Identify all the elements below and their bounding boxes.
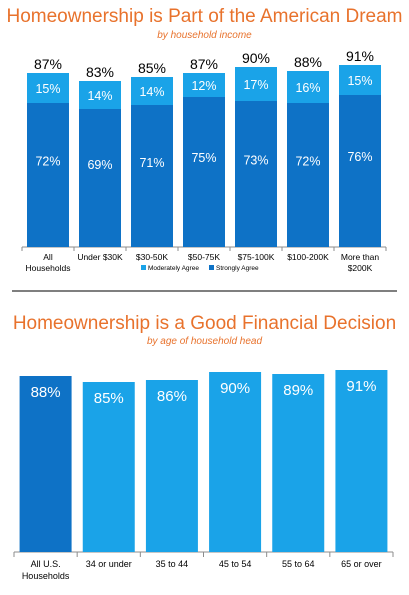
data-label-strongly-agree: 71% (139, 156, 164, 170)
x-tick-label: $50-75K (188, 252, 220, 262)
bar-strongly-agree (27, 103, 69, 247)
bar (335, 370, 388, 552)
chart1-subtitle: by household income (157, 30, 252, 41)
data-label-total: 87% (190, 56, 218, 72)
bar (209, 372, 262, 552)
bar (272, 374, 325, 552)
x-tick-label: All (43, 252, 53, 262)
chart2-subtitle: by age of household head (146, 336, 263, 347)
data-label-moderately-agree: 12% (191, 79, 216, 93)
x-tick-label: 34 or under (86, 559, 132, 569)
x-tick-label: $200K (348, 263, 373, 273)
bar-moderately-agree (235, 67, 277, 101)
bar-moderately-agree (287, 71, 329, 103)
data-label-total: 87% (34, 56, 62, 72)
x-tick-label: $75-100K (238, 252, 275, 262)
data-label-moderately-agree: 14% (139, 85, 164, 99)
bar-strongly-agree (79, 109, 121, 247)
data-label-moderately-agree: 16% (295, 81, 320, 95)
section-divider (12, 290, 397, 292)
data-label-moderately-agree: 15% (347, 74, 372, 88)
legend-label: Strongly Agree (216, 265, 259, 272)
x-tick-label: 45 to 54 (219, 559, 252, 569)
bar (145, 380, 198, 552)
x-tick-label: All U.S. (31, 559, 61, 569)
x-tick-label: $30-50K (136, 252, 168, 262)
data-label: 85% (94, 390, 124, 407)
bar (19, 376, 72, 552)
chart2-title: Homeownership is a Good Financial Decisi… (12, 313, 397, 334)
x-tick-label: Households (22, 571, 70, 581)
bar-moderately-agree (79, 81, 121, 109)
legend-swatch (209, 265, 214, 270)
bar-strongly-agree (183, 97, 225, 247)
data-label-total: 88% (294, 54, 322, 70)
bar-moderately-agree (339, 65, 381, 95)
data-label-strongly-agree: 73% (243, 153, 268, 167)
bar-strongly-agree (131, 105, 173, 247)
data-label-total: 90% (242, 50, 270, 66)
data-label-moderately-agree: 15% (35, 82, 60, 96)
x-tick-label: Households (26, 263, 71, 273)
data-label: 91% (346, 378, 376, 395)
bar-strongly-agree (287, 103, 329, 247)
data-label-total: 83% (86, 64, 114, 80)
data-label-strongly-agree: 72% (35, 155, 60, 169)
legend-swatch (141, 265, 146, 270)
x-tick-label: More than (341, 252, 380, 262)
x-tick-label: $100-200K (287, 252, 329, 262)
chart1-title: Homeownership is Part of the American Dr… (6, 6, 403, 27)
data-label-moderately-agree: 14% (87, 89, 112, 103)
data-label-strongly-agree: 72% (295, 155, 320, 169)
bar-strongly-agree (339, 95, 381, 247)
data-label: 88% (31, 384, 61, 401)
data-label-moderately-agree: 17% (243, 78, 268, 92)
data-label: 89% (283, 382, 313, 399)
bar-moderately-agree (131, 77, 173, 105)
bar-moderately-agree (27, 73, 69, 103)
data-label-strongly-agree: 76% (347, 150, 372, 164)
x-tick-label: 65 or over (341, 559, 382, 569)
data-label-strongly-agree: 75% (191, 151, 216, 165)
bar-moderately-agree (183, 73, 225, 97)
bar-strongly-agree (235, 101, 277, 247)
legend-label: Moderately Agree (148, 265, 199, 272)
data-label: 86% (157, 388, 187, 405)
data-label-total: 91% (346, 48, 374, 64)
data-label: 90% (220, 380, 250, 397)
x-tick-label: 55 to 64 (282, 559, 315, 569)
data-label-strongly-agree: 69% (87, 158, 112, 172)
bar (82, 382, 135, 552)
x-tick-label: 35 to 44 (156, 559, 189, 569)
data-label-total: 85% (138, 60, 166, 76)
x-tick-label: Under $30K (77, 252, 123, 262)
